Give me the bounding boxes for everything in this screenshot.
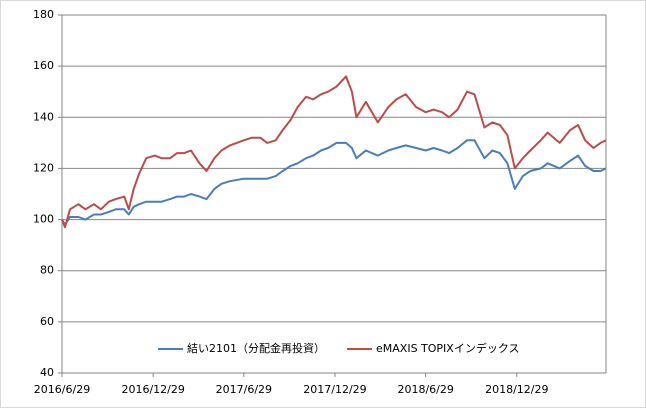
y-tick-label: 80 [40,264,54,277]
y-tick-label: 100 [33,213,54,226]
x-tick-label: 2017/12/29 [303,383,366,396]
legend-label: 結い2101（分配金再投資） [187,341,325,355]
x-tick-label: 2018/12/29 [485,383,548,396]
legend: 結い2101（分配金再投資） eMAXIS TOPIXインデックス [158,341,520,355]
y-tick-label: 40 [40,366,54,379]
x-tick-label: 2018/6/29 [397,383,453,396]
y-tick-label: 180 [33,8,54,21]
series-line [61,75,607,229]
y-tick-label: 120 [33,161,54,174]
series-line [61,139,607,226]
x-tick-label: 2016/6/29 [34,383,90,396]
y-tick-label: 60 [40,315,54,328]
legend-label: eMAXIS TOPIXインデックス [376,341,520,355]
x-tick-label: 2017/6/29 [216,383,272,396]
y-tick-label: 140 [33,110,54,123]
x-tick-label: 2016/12/29 [121,383,184,396]
y-tick-label: 160 [33,59,54,72]
